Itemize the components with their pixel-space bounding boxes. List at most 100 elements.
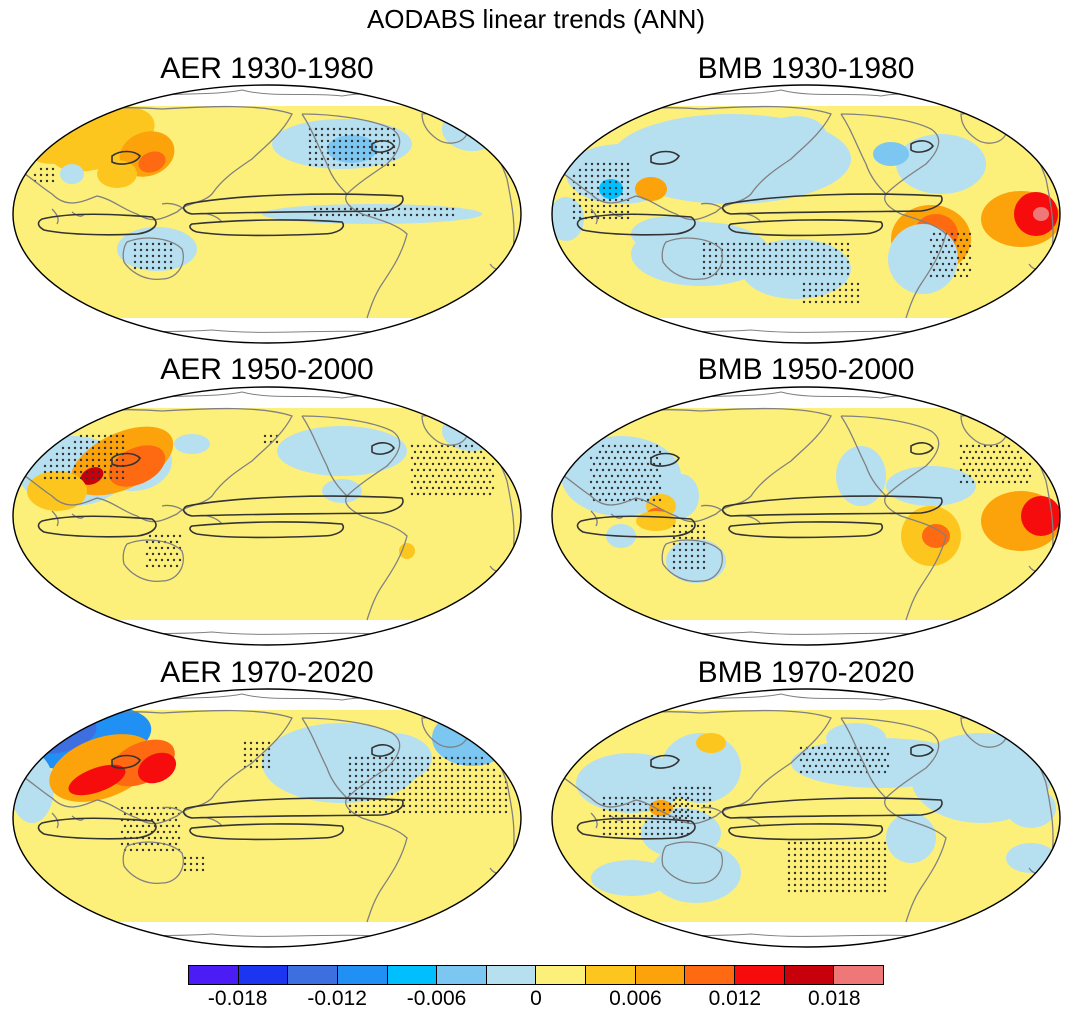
significance-dot — [834, 254, 838, 258]
significance-dot — [944, 244, 948, 248]
significance-dot — [485, 474, 489, 478]
significance-dot — [45, 167, 49, 171]
significance-dot — [622, 486, 626, 490]
significance-dot — [378, 804, 382, 808]
significance-dot — [349, 213, 353, 217]
significance-dot — [632, 808, 636, 812]
significance-dot — [787, 871, 791, 875]
significance-dot — [805, 841, 809, 845]
significance-dot — [440, 480, 444, 484]
significance-dot — [847, 889, 851, 893]
significance-dot — [804, 242, 808, 246]
trend-patch — [1033, 207, 1049, 221]
significance-dot — [390, 774, 394, 778]
significance-dot — [871, 770, 875, 774]
significance-dot — [690, 786, 694, 790]
significance-dot — [486, 810, 490, 814]
significance-dot — [840, 254, 844, 258]
significance-dot — [177, 824, 181, 828]
significance-dot — [144, 842, 148, 846]
significance-dot — [492, 810, 496, 814]
significance-dot — [668, 796, 672, 800]
significance-dot — [626, 162, 630, 166]
colorbar-box-3 — [337, 966, 388, 984]
significance-dot — [947, 238, 951, 242]
significance-dot — [425, 474, 429, 478]
significance-dot — [628, 486, 632, 490]
significance-dot — [826, 752, 830, 756]
significance-dot — [638, 814, 642, 818]
significance-dot — [820, 300, 824, 304]
significance-dot — [151, 540, 155, 544]
significance-dot — [189, 868, 193, 872]
significance-dot — [840, 266, 844, 270]
significance-dot — [702, 542, 706, 546]
significance-dot — [626, 826, 630, 830]
significance-dot — [640, 450, 644, 454]
significance-dot — [662, 832, 666, 836]
significance-dot — [859, 841, 863, 845]
significance-dot — [160, 546, 164, 550]
significance-dot — [686, 826, 690, 830]
significance-dot — [726, 272, 730, 276]
significance-dot — [696, 804, 700, 808]
significance-dot — [492, 786, 496, 790]
significance-dot — [847, 859, 851, 863]
significance-dot — [45, 179, 49, 183]
significance-dot — [793, 859, 797, 863]
significance-dot — [141, 812, 145, 816]
significance-dot — [408, 780, 412, 784]
significance-dot — [165, 812, 169, 816]
significance-dot — [965, 238, 969, 242]
significance-dot — [702, 554, 706, 558]
significance-dot — [607, 456, 611, 460]
significance-dot — [378, 774, 382, 778]
significance-dot — [947, 262, 951, 266]
significance-dot — [446, 456, 450, 460]
significance-dot — [402, 798, 406, 802]
significance-dot — [308, 163, 312, 167]
significance-dot — [392, 163, 396, 167]
significance-dot — [468, 792, 472, 796]
significance-dot — [1013, 480, 1017, 484]
significance-dot — [980, 462, 984, 466]
significance-dot — [326, 151, 330, 155]
significance-dot — [696, 786, 700, 790]
significance-dot — [308, 151, 312, 155]
significance-dot — [1022, 474, 1026, 478]
significance-dot — [832, 752, 836, 756]
significance-dot — [428, 468, 432, 472]
significance-dot — [596, 192, 600, 196]
significance-dot — [959, 238, 963, 242]
significance-dot — [838, 282, 842, 286]
significance-dot — [678, 792, 682, 796]
significance-dot — [619, 492, 623, 496]
significance-dot — [474, 792, 478, 796]
significance-dot — [51, 179, 55, 183]
significance-dot — [859, 859, 863, 863]
significance-dot — [995, 444, 999, 448]
significance-dot — [354, 798, 358, 802]
significance-dot — [620, 210, 624, 214]
significance-dot — [702, 530, 706, 534]
significance-dot — [877, 746, 881, 750]
significance-dot — [348, 756, 352, 760]
significance-dot — [799, 758, 803, 762]
significance-dot — [133, 260, 137, 264]
significance-dot — [169, 564, 173, 568]
significance-dot — [85, 470, 89, 474]
significance-dot — [998, 450, 1002, 454]
significance-dot — [656, 826, 660, 830]
significance-dot — [55, 464, 59, 468]
significance-dot — [578, 186, 582, 190]
significance-dot — [817, 758, 821, 762]
significance-dot — [690, 560, 694, 564]
significance-dot — [85, 476, 89, 480]
significance-dot — [308, 145, 312, 149]
significance-dot — [840, 260, 844, 264]
significance-dot — [702, 536, 706, 540]
significance-dot — [835, 871, 839, 875]
significance-dot — [132, 806, 136, 810]
significance-dot — [678, 536, 682, 540]
significance-dot — [462, 792, 466, 796]
